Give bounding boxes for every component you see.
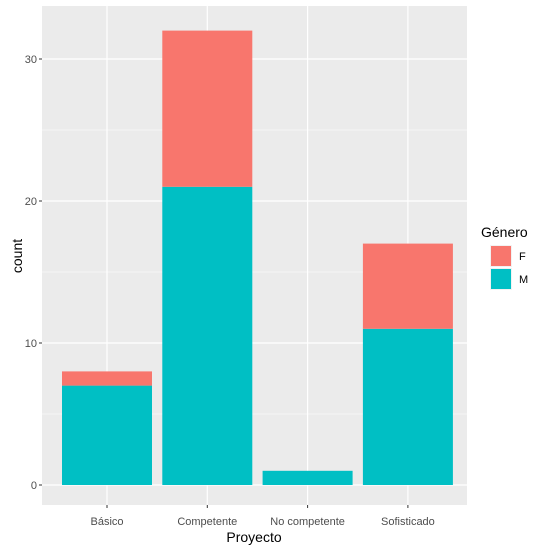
x-axis: Básico Competente No competente Sofisticado	[90, 505, 435, 528]
legend-label-m: M	[519, 274, 528, 286]
y-tick-label: 20	[25, 196, 37, 208]
x-tick-label: No competente	[270, 516, 345, 528]
bar-m	[62, 385, 152, 485]
bar-m	[362, 328, 453, 485]
legend-items: FM	[490, 245, 528, 290]
x-tick-label: Competente	[177, 516, 237, 528]
bars	[62, 30, 453, 486]
bar-f	[162, 30, 253, 187]
bar-m	[262, 470, 353, 485]
x-tick-label: Básico	[90, 516, 123, 528]
y-tick-label: 10	[25, 338, 37, 350]
legend-key-f	[491, 246, 511, 266]
y-tick-label: 30	[25, 54, 37, 66]
legend-label-f: F	[519, 251, 526, 263]
y-axis-title: count	[9, 239, 25, 273]
x-axis-title: Proyecto	[226, 529, 281, 545]
bar-f	[62, 371, 152, 386]
y-axis: 0 10 20 30	[25, 54, 42, 492]
y-tick-label: 0	[31, 480, 37, 492]
legend: Género FM	[481, 224, 528, 290]
legend-key-m	[491, 269, 511, 289]
bar-f	[362, 243, 453, 329]
x-tick-label: Sofisticado	[381, 516, 435, 528]
legend-title: Género	[481, 224, 528, 240]
bar-m	[162, 186, 253, 486]
